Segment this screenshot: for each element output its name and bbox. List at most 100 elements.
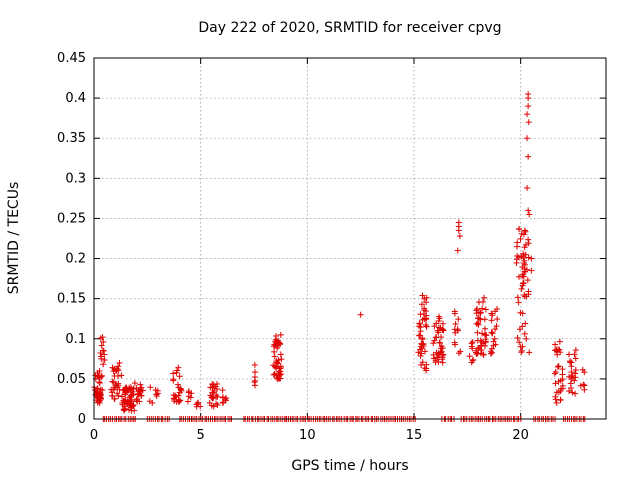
data-point [435, 358, 442, 365]
gridlines [94, 58, 606, 419]
data-point [423, 323, 430, 330]
data-point [271, 341, 278, 348]
data-point [572, 366, 579, 373]
data-point [469, 339, 476, 346]
data-point [552, 341, 559, 348]
data-point [468, 359, 475, 366]
y-tick-label: 0.1 [65, 332, 86, 347]
data-point [566, 388, 573, 395]
data-point [178, 387, 185, 394]
data-point [516, 326, 523, 333]
data-point [219, 394, 226, 401]
data-point [490, 342, 497, 349]
data-point [494, 316, 501, 323]
data-point [491, 335, 498, 342]
data-point [526, 211, 533, 218]
data-point [525, 153, 532, 160]
data-point [94, 370, 101, 377]
data-point [133, 395, 140, 402]
data-point [524, 277, 531, 284]
data-point [131, 407, 138, 414]
data-point [568, 369, 575, 376]
data-point [556, 346, 563, 353]
data-point [272, 336, 279, 343]
data-point [113, 367, 120, 374]
data-point [565, 351, 572, 358]
data-point [98, 353, 105, 360]
data-point [421, 295, 428, 302]
data-point [127, 404, 134, 411]
data-point [568, 363, 575, 370]
data-point [416, 323, 423, 330]
data-point [481, 325, 488, 332]
data-point [277, 351, 284, 358]
data-point [456, 233, 463, 240]
axis-ticks [93, 57, 606, 420]
data-point [111, 373, 118, 380]
data-point [170, 370, 177, 377]
x-tick-label: 5 [197, 428, 205, 443]
data-point [522, 228, 529, 235]
data-point [440, 327, 447, 334]
data-point [525, 291, 532, 298]
data-point [454, 247, 461, 254]
data-point [436, 315, 443, 322]
data-point [271, 371, 278, 378]
data-point [135, 391, 142, 398]
data-point [211, 387, 218, 394]
data-point [115, 363, 122, 370]
data-point [114, 384, 121, 391]
data-point [552, 380, 559, 387]
data-point [480, 298, 487, 305]
data-point [176, 373, 183, 380]
data-point [523, 266, 530, 273]
data-point [121, 407, 128, 414]
data-point [219, 399, 226, 406]
data-point [517, 343, 524, 350]
data-point [522, 320, 529, 327]
data-point [176, 398, 183, 405]
data-point [518, 230, 525, 237]
data-point [357, 311, 364, 318]
data-point [514, 294, 521, 301]
data-point [149, 399, 156, 406]
data-point [100, 361, 107, 368]
data-point [128, 403, 135, 410]
y-tick-label: 0.2 [65, 252, 86, 267]
data-point [97, 386, 104, 393]
data-point [552, 393, 559, 400]
data-point [520, 260, 527, 267]
data-point [153, 391, 160, 398]
data-point [557, 397, 564, 404]
data-point [473, 307, 480, 314]
data-point [185, 388, 192, 395]
data-point [185, 393, 192, 400]
data-point [559, 385, 566, 392]
data-point [96, 379, 103, 386]
data-point [528, 267, 535, 274]
data-point [439, 359, 446, 366]
data-point [553, 399, 560, 406]
data-point [177, 386, 184, 393]
data-point [494, 306, 501, 313]
data-point [572, 355, 579, 362]
data-point [521, 244, 528, 251]
data-point [439, 354, 446, 361]
data-point [466, 353, 473, 360]
data-point [126, 386, 133, 393]
data-point [553, 389, 560, 396]
data-point [436, 339, 443, 346]
data-point [455, 227, 462, 234]
data-point [451, 326, 458, 333]
data-point [124, 397, 131, 404]
y-tick-label: 0 [78, 412, 86, 427]
data-point [119, 393, 126, 400]
data-point [109, 378, 116, 385]
data-point [136, 391, 143, 398]
data-point [213, 392, 220, 399]
data-point [516, 339, 523, 346]
data-point [521, 227, 528, 234]
data-point [437, 325, 444, 332]
data-point [125, 387, 132, 394]
